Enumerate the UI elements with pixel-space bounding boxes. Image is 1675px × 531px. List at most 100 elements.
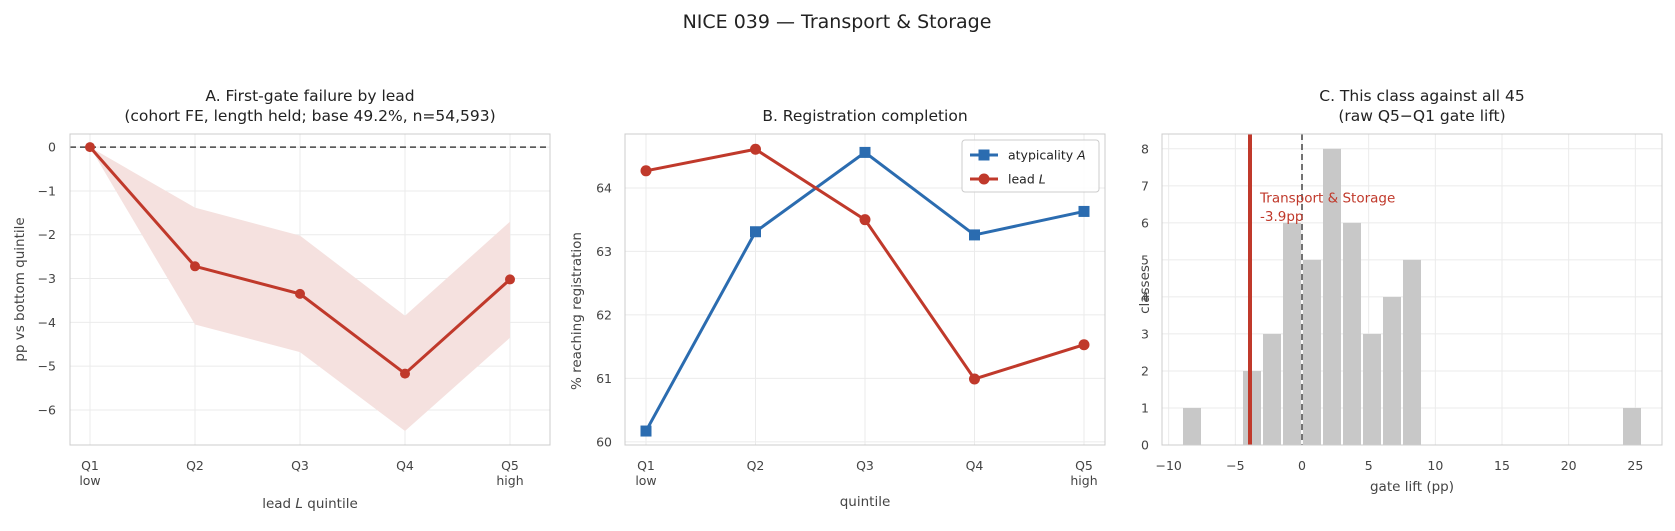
- panel-b-point-lead-l: [859, 214, 871, 226]
- panel-a-x-label-prefix: lead: [262, 496, 295, 512]
- panel-c-hist-bar: [1343, 222, 1361, 445]
- panel-b-legend: atypicality A lead L: [961, 139, 1100, 193]
- panel-a-xtick-label: Q3: [291, 458, 309, 473]
- panel-b-xtick-label: Q3: [856, 458, 874, 473]
- legend-swatch-atypicality-marker: [978, 149, 990, 161]
- legend-label-atypicality-text: atypicality: [1008, 148, 1077, 163]
- panel-b-ytick-label: 62: [596, 307, 612, 322]
- panel-a-points: [85, 142, 515, 379]
- panel-c-xtick-label: 25: [1627, 458, 1643, 473]
- panel-b-xtick-sublabel: high: [1070, 473, 1097, 488]
- panel-b-title: B. Registration completion: [762, 107, 967, 125]
- panel-c-hist-bar: [1323, 148, 1341, 446]
- panel-c-histogram-bars: [1183, 148, 1641, 446]
- panel-c-ytick-label: 3: [1141, 326, 1149, 341]
- panel-c-ytick-label: 1: [1141, 400, 1149, 415]
- panel-a-ytick-label: −3: [38, 271, 56, 286]
- panel-c-hist-bar: [1263, 333, 1281, 445]
- panel-a-point-Q3: [295, 288, 305, 299]
- legend-label-lead: lead L: [1008, 172, 1046, 187]
- legend-label-atypicality: atypicality A: [1008, 148, 1086, 163]
- panel-b-series: [640, 143, 1090, 437]
- panel-a-xtick-label: Q4: [396, 458, 414, 473]
- panel-a-x-label-variable: L: [295, 496, 303, 512]
- legend-label-lead-var: L: [1039, 172, 1046, 187]
- panel-c-title-line1: C. This class against all 45: [1319, 87, 1525, 105]
- panel-b-point-lead-l: [640, 165, 652, 177]
- panel-c-x-axis-label: gate lift (pp): [1370, 479, 1454, 495]
- panel-c-title-line2: (raw Q5−Q1 gate lift): [1338, 107, 1505, 125]
- panel-a-point-Q1: [85, 142, 95, 153]
- panel-a-title-line1: A. First-gate failure by lead: [205, 87, 414, 105]
- panel-c-hist-bar: [1403, 259, 1421, 445]
- legend-label-lead-text: lead: [1008, 172, 1039, 187]
- panel-c-hist-bar: [1363, 333, 1381, 445]
- panel-b-ytick-label: 60: [596, 434, 612, 449]
- panel-b: B. Registration completion 60 61 62 63 64 Q1…: [569, 107, 1106, 510]
- panel-a-y-axis-label: pp vs bottom quintile: [12, 217, 28, 361]
- panel-b-point-atypicality-a: [859, 146, 871, 158]
- panel-c-xtick-label: −5: [1226, 458, 1244, 473]
- panel-c-annotation-value: -3.9pp: [1260, 209, 1303, 225]
- panel-b-xtick-label: Q5: [1075, 458, 1093, 473]
- panel-a-frame: [69, 133, 551, 446]
- panel-a-xtick-sublabel: low: [79, 473, 100, 488]
- figure-suptitle: NICE 039 — Transport & Storage: [683, 11, 992, 33]
- panel-c-ytick-label: 2: [1141, 363, 1149, 378]
- panel-b-x-axis-label: quintile: [840, 494, 891, 510]
- panel-a-ytick-label: 0: [48, 140, 56, 155]
- panel-a-x-axis-label: lead L quintile: [262, 496, 358, 512]
- panel-a-ytick-label: −4: [38, 315, 56, 330]
- panel-b-point-atypicality-a: [1078, 205, 1090, 217]
- panel-c-xtick-label: −10: [1155, 458, 1181, 473]
- panel-c-hist-bar: [1623, 407, 1641, 445]
- panel-c-hist-bar: [1303, 259, 1321, 445]
- panel-b-ytick-label: 64: [596, 180, 612, 195]
- panel-b-point-atypicality-a: [750, 226, 761, 238]
- panel-c-hist-bar: [1283, 222, 1301, 445]
- panel-c-ytick-label: 6: [1141, 215, 1149, 230]
- panel-b-xtick-label: Q1: [637, 458, 655, 473]
- panel-c-ytick-label: 5: [1141, 252, 1149, 267]
- panel-a-ytick-label: −5: [38, 359, 56, 374]
- panel-c-xtick-label: 20: [1561, 458, 1577, 473]
- panel-c-y-ticks: 0 1 2 3 4 5 6 7 8: [1141, 141, 1149, 452]
- panel-c-ytick-label: 8: [1141, 141, 1149, 156]
- panel-b-frame: [624, 133, 1106, 446]
- panel-a-ytick-label: −6: [38, 402, 56, 417]
- panel-b-point-lead-l: [969, 373, 980, 385]
- panel-a-xtick-label: Q2: [186, 458, 204, 473]
- panel-c: C. This class against all 45 (raw Q5−Q1 …: [1137, 87, 1663, 495]
- panel-c-xtick-label: 5: [1365, 458, 1373, 473]
- panel-b-xtick-label: Q4: [966, 458, 984, 473]
- panel-b-y-ticks: 60 61 62 63 64: [596, 180, 612, 449]
- panel-b-y-axis-label: % reaching registration: [569, 232, 585, 390]
- panel-b-ytick-label: 61: [596, 371, 612, 386]
- panel-c-ytick-label: 4: [1141, 289, 1149, 304]
- panel-b-point-atypicality-a: [640, 425, 652, 437]
- panel-c-hist-bar: [1183, 407, 1201, 445]
- panel-b-xtick-sublabel: low: [635, 473, 656, 488]
- legend-swatch-lead-marker: [978, 173, 990, 185]
- panel-a-point-Q2: [190, 261, 200, 272]
- panel-c-x-ticks: −10 −5 0 5 10 15 20 25: [1155, 458, 1643, 473]
- panel-c-frame: [1161, 133, 1663, 446]
- panel-a-point-Q5: [505, 274, 515, 285]
- panel-a-point-Q4: [400, 368, 410, 379]
- panel-b-point-lead-l: [1078, 339, 1090, 351]
- panel-a-y-ticks: 0 −1 −2 −3 −4 −5 −6: [38, 140, 56, 418]
- panel-b-ytick-label: 63: [596, 244, 612, 259]
- panel-a-xtick-label: Q5: [501, 458, 519, 473]
- panel-a-ytick-label: −2: [38, 227, 56, 242]
- panel-a-x-label-suffix: quintile: [303, 496, 358, 512]
- panel-a-title-line2: (cohort FE, length held; base 49.2%, n=5…: [124, 107, 495, 125]
- panel-c-ytick-label: 7: [1141, 178, 1149, 193]
- panel-b-xtick-label: Q2: [747, 458, 765, 473]
- panel-c-xtick-label: 0: [1298, 458, 1306, 473]
- panel-a-xtick-sublabel: high: [496, 473, 523, 488]
- panel-c-xtick-label: 15: [1494, 458, 1510, 473]
- panel-c-ytick-label: 0: [1141, 438, 1149, 453]
- panel-c-annotation-name: Transport & Storage: [1259, 190, 1395, 206]
